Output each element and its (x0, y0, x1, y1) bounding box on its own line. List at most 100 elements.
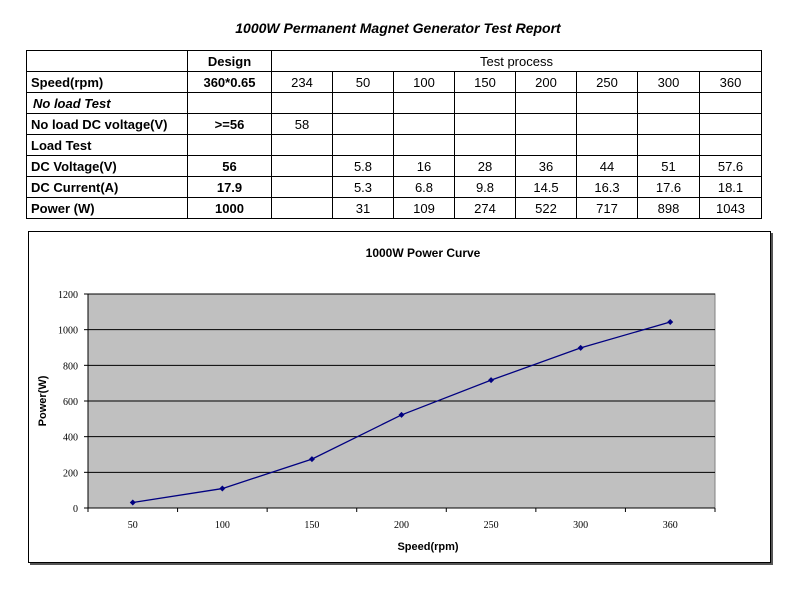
row-label: No load Test (26, 92, 188, 114)
power-curve-svg: 0 200 400 600 800 1000 1200 50 100 150 200 250 300 36… (37, 246, 716, 553)
test-value-cell: 17.6 (637, 176, 700, 198)
test-value-cell: 1043 (699, 197, 762, 219)
test-value-cell (393, 113, 455, 135)
test-value-cell (515, 134, 577, 156)
test-value-cell: 18.1 (699, 176, 762, 198)
test-value-cell (576, 92, 638, 114)
data-point (129, 499, 136, 506)
test-value-cell: 58 (271, 113, 333, 135)
test-value-cell: 44 (576, 155, 638, 177)
table-row: Speed(rpm) 360*0.65 234 50 100 150 200 250 300 36… (26, 71, 762, 93)
test-value-cell (699, 92, 762, 114)
test-value-cell: 5.8 (332, 155, 394, 177)
report-title: 1000W Permanent Magnet Generator Test Re… (235, 20, 561, 36)
test-value-cell: 5.3 (332, 176, 394, 198)
y-tick-label: 400 (63, 433, 78, 444)
row-label: DC Voltage(V) (26, 155, 188, 177)
y-tick-label: 800 (63, 361, 78, 372)
row-label: Speed(rpm) (26, 71, 188, 93)
x-tick-label: 150 (304, 520, 319, 531)
test-value-cell: 28 (454, 155, 516, 177)
test-value-cell: 50 (332, 71, 394, 93)
test-value-cell (332, 92, 394, 114)
test-value-cell (393, 134, 455, 156)
test-value-cell: 14.5 (515, 176, 577, 198)
x-tick-label: 200 (394, 520, 409, 531)
test-value-cell: 717 (576, 197, 638, 219)
y-tick-label: 0 (73, 504, 78, 515)
table-row: Power (W) 1000 31 109 274 522 717 898 1043 (26, 197, 762, 219)
data-point (219, 485, 226, 492)
test-value-cell (271, 197, 333, 219)
test-value-cell (515, 92, 577, 114)
header-design: Design (187, 50, 272, 72)
row-label: No load DC voltage(V) (26, 113, 188, 135)
design-value: >=56 (187, 113, 272, 135)
design-value (187, 92, 272, 114)
row-label: Load Test (26, 134, 188, 156)
design-value: 56 (187, 155, 272, 177)
design-value (187, 134, 272, 156)
test-value-cell (699, 113, 762, 135)
test-value-cell (454, 134, 516, 156)
test-value-cell: 51 (637, 155, 700, 177)
design-value: 1000 (187, 197, 272, 219)
test-value-cell: 150 (454, 71, 516, 93)
test-value-cell: 274 (454, 197, 516, 219)
design-value: 17.9 (187, 176, 272, 198)
data-point (308, 456, 315, 463)
table-row: DC Voltage(V) 56 5.8 16 28 36 44 51 57.6 (26, 155, 762, 177)
table-body: Design Test process Speed(rpm) 360*0.65 23… (26, 50, 762, 219)
test-value-cell: 31 (332, 197, 394, 219)
power-curve-chart: 0 200 400 600 800 1000 1200 50 100 150 200 250 300 36… (28, 231, 771, 563)
test-value-cell (454, 113, 516, 135)
test-value-cell: 200 (515, 71, 577, 93)
table-row: No load DC voltage(V) >=56 58 (26, 113, 762, 135)
test-value-cell (576, 113, 638, 135)
table-row: No load Test (26, 92, 762, 114)
test-value-cell (271, 134, 333, 156)
row-label: Power (W) (26, 197, 188, 219)
data-point (398, 411, 405, 418)
table-row: DC Current(A) 17.9 5.3 6.8 9.8 14.5 16.3 17.6 18… (26, 176, 762, 198)
test-value-cell: 522 (515, 197, 577, 219)
test-value-cell (576, 134, 638, 156)
data-point (667, 318, 674, 325)
header-corner-cell (26, 50, 188, 72)
test-data-table: Design Test process Speed(rpm) 360*0.65 23… (26, 50, 762, 219)
y-tick-label: 1000 (58, 326, 78, 337)
y-tick-label: 1200 (58, 290, 78, 301)
x-tick-label: 50 (128, 520, 138, 531)
test-value-cell (637, 92, 700, 114)
test-value-cell (515, 113, 577, 135)
x-tick-label: 300 (573, 520, 588, 531)
data-point (577, 344, 584, 351)
chart-title: 1000W Power Curve (366, 246, 481, 260)
y-tick-label: 600 (63, 397, 78, 408)
test-value-cell: 57.6 (699, 155, 762, 177)
test-value-cell (699, 134, 762, 156)
y-axis-title: Power(W) (37, 375, 49, 426)
test-value-cell: 100 (393, 71, 455, 93)
test-value-cell (332, 134, 394, 156)
test-value-cell (332, 113, 394, 135)
test-value-cell (271, 92, 333, 114)
test-value-cell (454, 92, 516, 114)
header-test-process: Test process (271, 50, 762, 72)
test-value-cell: 360 (699, 71, 762, 93)
row-label: DC Current(A) (26, 176, 188, 198)
x-tick-label: 100 (215, 520, 230, 531)
test-value-cell: 36 (515, 155, 577, 177)
test-value-cell: 109 (393, 197, 455, 219)
test-value-cell (637, 113, 700, 135)
test-value-cell: 16.3 (576, 176, 638, 198)
design-value: 360*0.65 (187, 71, 272, 93)
test-value-cell: 250 (576, 71, 638, 93)
test-value-cell (271, 155, 333, 177)
x-axis-title: Speed(rpm) (397, 541, 458, 553)
test-value-cell: 6.8 (393, 176, 455, 198)
data-point (488, 377, 495, 384)
y-tick-label: 200 (63, 468, 78, 479)
test-value-cell (637, 134, 700, 156)
test-value-cell: 234 (271, 71, 333, 93)
